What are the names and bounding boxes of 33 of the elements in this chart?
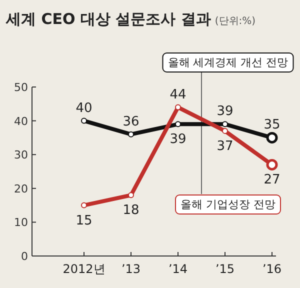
data-label: 35 [264, 118, 280, 133]
data-label: 27 [264, 172, 280, 188]
chart-subtitle: (단위:%) [214, 16, 256, 27]
point [175, 104, 181, 110]
data-label: 44 [170, 87, 186, 102]
y-tick-label: 30 [14, 148, 28, 162]
data-label: 37 [216, 138, 234, 154]
data-label: 18 [122, 203, 140, 218]
text: 올해 세계경제 개선 전망 [168, 56, 288, 69]
point [222, 121, 228, 128]
chart-title: 세계 CEO 대상 설문조사 결과 [5, 10, 211, 28]
x-tick-label: ’15 [215, 262, 235, 276]
point [128, 131, 134, 138]
y-tick-label: 50 [14, 81, 28, 94]
data-label: 36 [122, 114, 140, 130]
data-label: 40 [76, 100, 92, 116]
x-tick-label: ’14 [168, 262, 188, 276]
point [222, 128, 228, 134]
point [81, 118, 87, 124]
data-label: 39 [170, 132, 186, 148]
x-tick-label: 2012년 [62, 262, 106, 276]
text: 올해 기업성장 전망 [180, 198, 276, 211]
y-tick-label: 0 [21, 250, 28, 263]
y-tick-label: 10 [14, 216, 28, 230]
y-tick-label: 20 [14, 182, 28, 196]
x-tick-label: ’13 [121, 262, 141, 276]
y-tick-label: 40 [14, 114, 28, 128]
data-label: 39 [216, 104, 234, 120]
point [175, 121, 181, 128]
data-label: 15 [76, 213, 92, 228]
point [128, 192, 134, 198]
x-tick-label: ’16 [262, 262, 282, 276]
point [81, 202, 87, 208]
